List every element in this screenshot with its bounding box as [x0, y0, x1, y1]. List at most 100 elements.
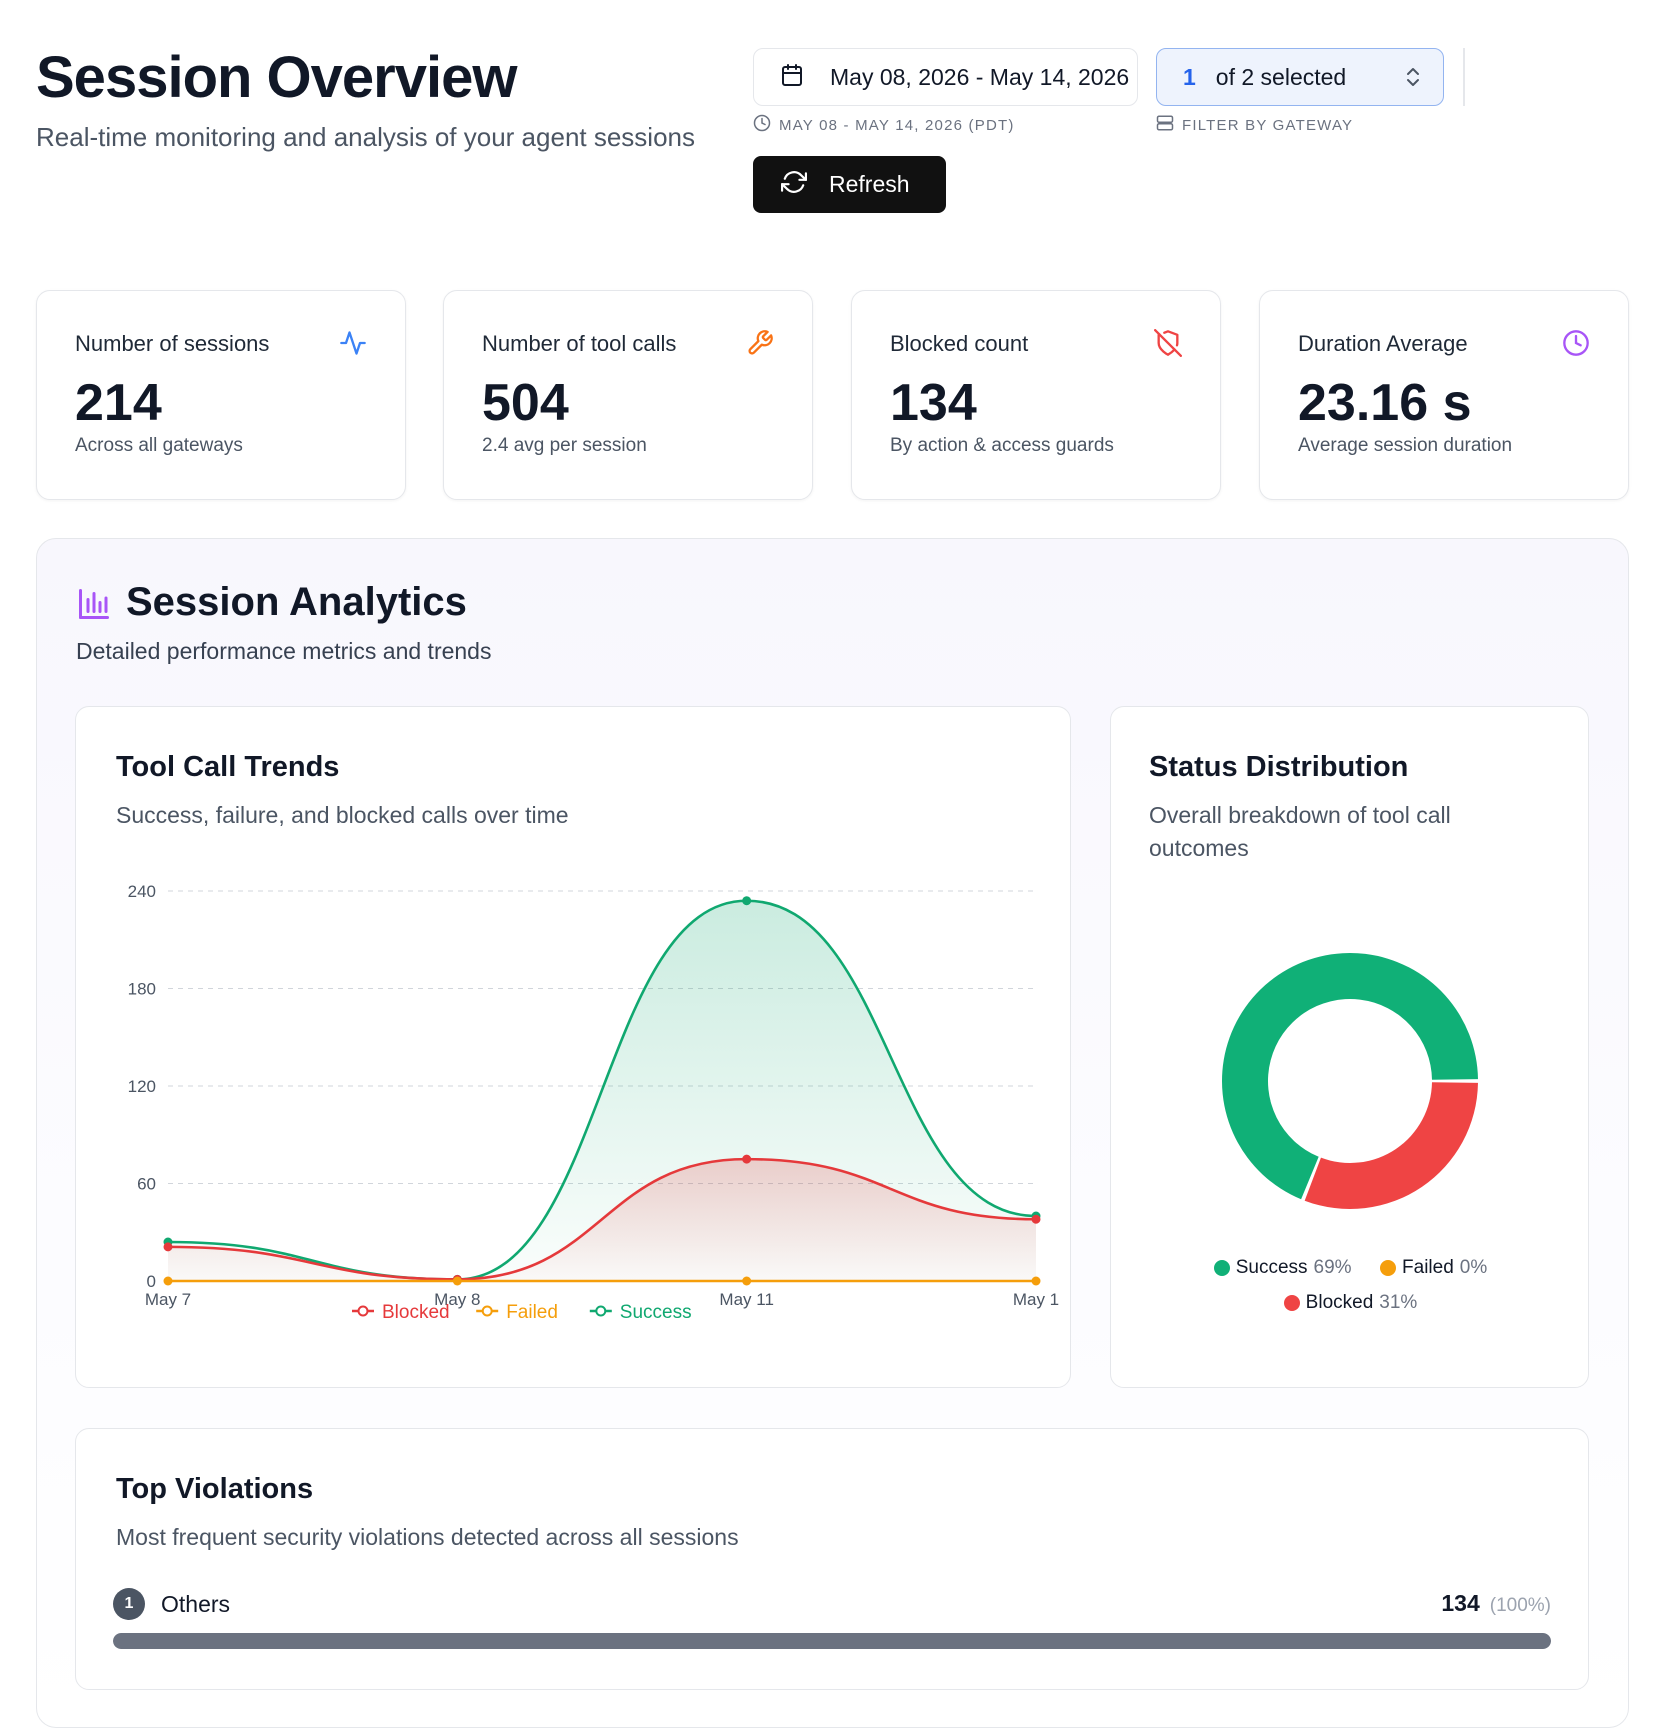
page-subtitle: Real-time monitoring and analysis of you…	[36, 122, 696, 152]
data-point-failed[interactable]	[742, 1276, 752, 1286]
violation-progress-bar	[113, 1633, 1551, 1649]
status-distribution-card: Status Distribution Overall breakdown of…	[1110, 706, 1589, 1388]
data-point-failed[interactable]	[1031, 1276, 1041, 1286]
header-divider	[1463, 48, 1465, 106]
kpi-label: Blocked count	[890, 331, 1029, 356]
kpi-card-blocked: Blocked count 134 By action & access gua…	[851, 290, 1221, 500]
shield-off-icon	[1154, 329, 1182, 362]
y-tick-label: 240	[128, 882, 156, 901]
kpi-card-duration: Duration Average 23.16 s Average session…	[1259, 290, 1629, 500]
x-tick-label: May 11	[719, 1290, 774, 1309]
violations-subtitle: Most frequent security violations detect…	[116, 1524, 739, 1550]
wrench-icon	[746, 329, 774, 362]
violation-item[interactable]: 1 Others	[113, 1588, 230, 1620]
legend-success[interactable]: Success 69%	[1213, 1257, 1352, 1279]
x-tick-label: May 8	[434, 1290, 480, 1309]
legend-item-failed[interactable]: Failed	[476, 1302, 558, 1323]
legend-pct: 69%	[1313, 1257, 1352, 1278]
kpi-sub: Average session duration	[1298, 435, 1513, 456]
top-violations-card: Top Violations Most frequent security vi…	[75, 1428, 1589, 1690]
page-title: Session Overview	[36, 45, 517, 110]
status-legend-row-1: Success 69% Failed 0%	[1111, 1257, 1590, 1281]
status-legend-row-2: Blocked 31%	[1111, 1292, 1590, 1316]
legend-pct: 0%	[1459, 1257, 1488, 1278]
gateway-caption-text: FILTER BY GATEWAY	[1182, 116, 1354, 134]
success-dot-icon	[1213, 1260, 1230, 1276]
kpi-card-sessions: Number of sessions 214 Across all gatewa…	[36, 290, 406, 500]
legend-label: Success	[620, 1302, 692, 1323]
kpi-label: Duration Average	[1298, 331, 1468, 356]
x-tick-label: May 7	[145, 1290, 191, 1309]
legend-label: Success	[1235, 1257, 1308, 1278]
data-point-blocked[interactable]	[742, 1154, 752, 1164]
legend-failed[interactable]: Failed 0%	[1380, 1257, 1487, 1279]
y-tick-label: 60	[137, 1175, 156, 1194]
clock-small-icon	[753, 114, 771, 136]
violation-pct: (100%)	[1489, 1595, 1551, 1616]
date-caption-text: MAY 08 - MAY 14, 2026 (PDT)	[779, 116, 1015, 134]
status-subtitle: Overall breakdown of tool call outcomes	[1149, 802, 1451, 861]
kpi-value: 214	[75, 374, 162, 432]
tool-call-trends-card: Tool Call Trends Success, failure, and b…	[75, 706, 1071, 1388]
analytics-subtitle: Detailed performance metrics and trends	[76, 638, 492, 664]
legend-label: Blocked	[1305, 1292, 1374, 1313]
donut-slice-blocked[interactable]	[1304, 1082, 1478, 1209]
refresh-label: Refresh	[829, 171, 910, 197]
analytics-title: Session Analytics	[126, 580, 467, 624]
series-line-blocked	[167, 1157, 1037, 1281]
date-range-picker[interactable]: May 08, 2026 - May 14, 2026	[753, 48, 1138, 106]
violations-title: Top Violations	[116, 1473, 314, 1505]
trends-subtitle: Success, failure, and blocked calls over…	[116, 802, 569, 828]
legend-label: Failed	[1402, 1257, 1454, 1278]
x-tick-label: May 1	[1013, 1290, 1059, 1309]
refresh-icon	[781, 169, 807, 200]
failed-dot-icon	[1380, 1260, 1397, 1276]
data-point-success[interactable]	[742, 896, 752, 906]
gateway-selected-text: of 2 selected	[1215, 63, 1347, 90]
kpi-sub: 2.4 avg per session	[482, 435, 647, 456]
data-point-failed[interactable]	[452, 1276, 462, 1286]
calendar-icon	[780, 63, 804, 92]
y-tick-label: 120	[128, 1077, 156, 1096]
kpi-card-tool-calls: Number of tool calls 504 2.4 avg per ses…	[443, 290, 813, 500]
date-caption: MAY 08 - MAY 14, 2026 (PDT)	[753, 114, 1015, 136]
gateway-caption: FILTER BY GATEWAY	[1156, 114, 1353, 136]
chevron-updown-icon	[1401, 65, 1425, 94]
violation-count: 134	[1441, 1590, 1480, 1616]
kpi-value: 23.16 s	[1298, 374, 1472, 432]
legend-item-blocked[interactable]: Blocked	[352, 1302, 450, 1323]
data-point-blocked[interactable]	[163, 1242, 173, 1252]
blocked-dot-icon	[1283, 1295, 1300, 1311]
data-point-blocked[interactable]	[1031, 1214, 1041, 1224]
status-donut-chart	[1222, 953, 1478, 1209]
y-tick-label: 0	[147, 1272, 156, 1291]
series-line-success	[167, 899, 1037, 1281]
kpi-label: Number of tool calls	[482, 331, 677, 356]
activity-icon	[339, 329, 367, 362]
legend-label: Blocked	[382, 1302, 450, 1323]
kpi-label: Number of sessions	[75, 331, 270, 356]
refresh-button[interactable]: Refresh	[753, 156, 946, 213]
status-title: Status Distribution	[1149, 751, 1409, 783]
legend-item-success[interactable]: Success	[589, 1302, 692, 1323]
data-point-failed[interactable]	[163, 1276, 173, 1286]
gateway-selected-count: 1	[1183, 63, 1196, 90]
legend-label: Failed	[506, 1302, 558, 1323]
violation-name: Others	[161, 1590, 231, 1617]
gateway-select[interactable]: 1 of 2 selected	[1156, 48, 1444, 106]
trends-title: Tool Call Trends	[116, 751, 340, 783]
server-icon	[1156, 114, 1174, 136]
kpi-value: 134	[890, 374, 977, 432]
kpi-sub: By action & access guards	[890, 435, 1114, 456]
kpi-sub: Across all gateways	[75, 435, 243, 456]
tool-call-trends-chart: 0 60 120 180 240 May 7 May 8 May 11 May 1 Blocked…	[128, 882, 1060, 1323]
donut-slice-success[interactable]	[1222, 953, 1478, 1200]
bar-chart-icon	[76, 586, 112, 627]
violation-progress-fill	[113, 1633, 1551, 1649]
kpi-value: 504	[482, 374, 569, 432]
legend-blocked[interactable]: Blocked 31%	[1283, 1292, 1418, 1314]
legend-pct: 31%	[1379, 1292, 1418, 1313]
y-tick-label: 180	[128, 980, 156, 999]
rank-badge: 1	[113, 1588, 145, 1620]
violation-count-group: 134 (100%)	[1441, 1590, 1551, 1617]
